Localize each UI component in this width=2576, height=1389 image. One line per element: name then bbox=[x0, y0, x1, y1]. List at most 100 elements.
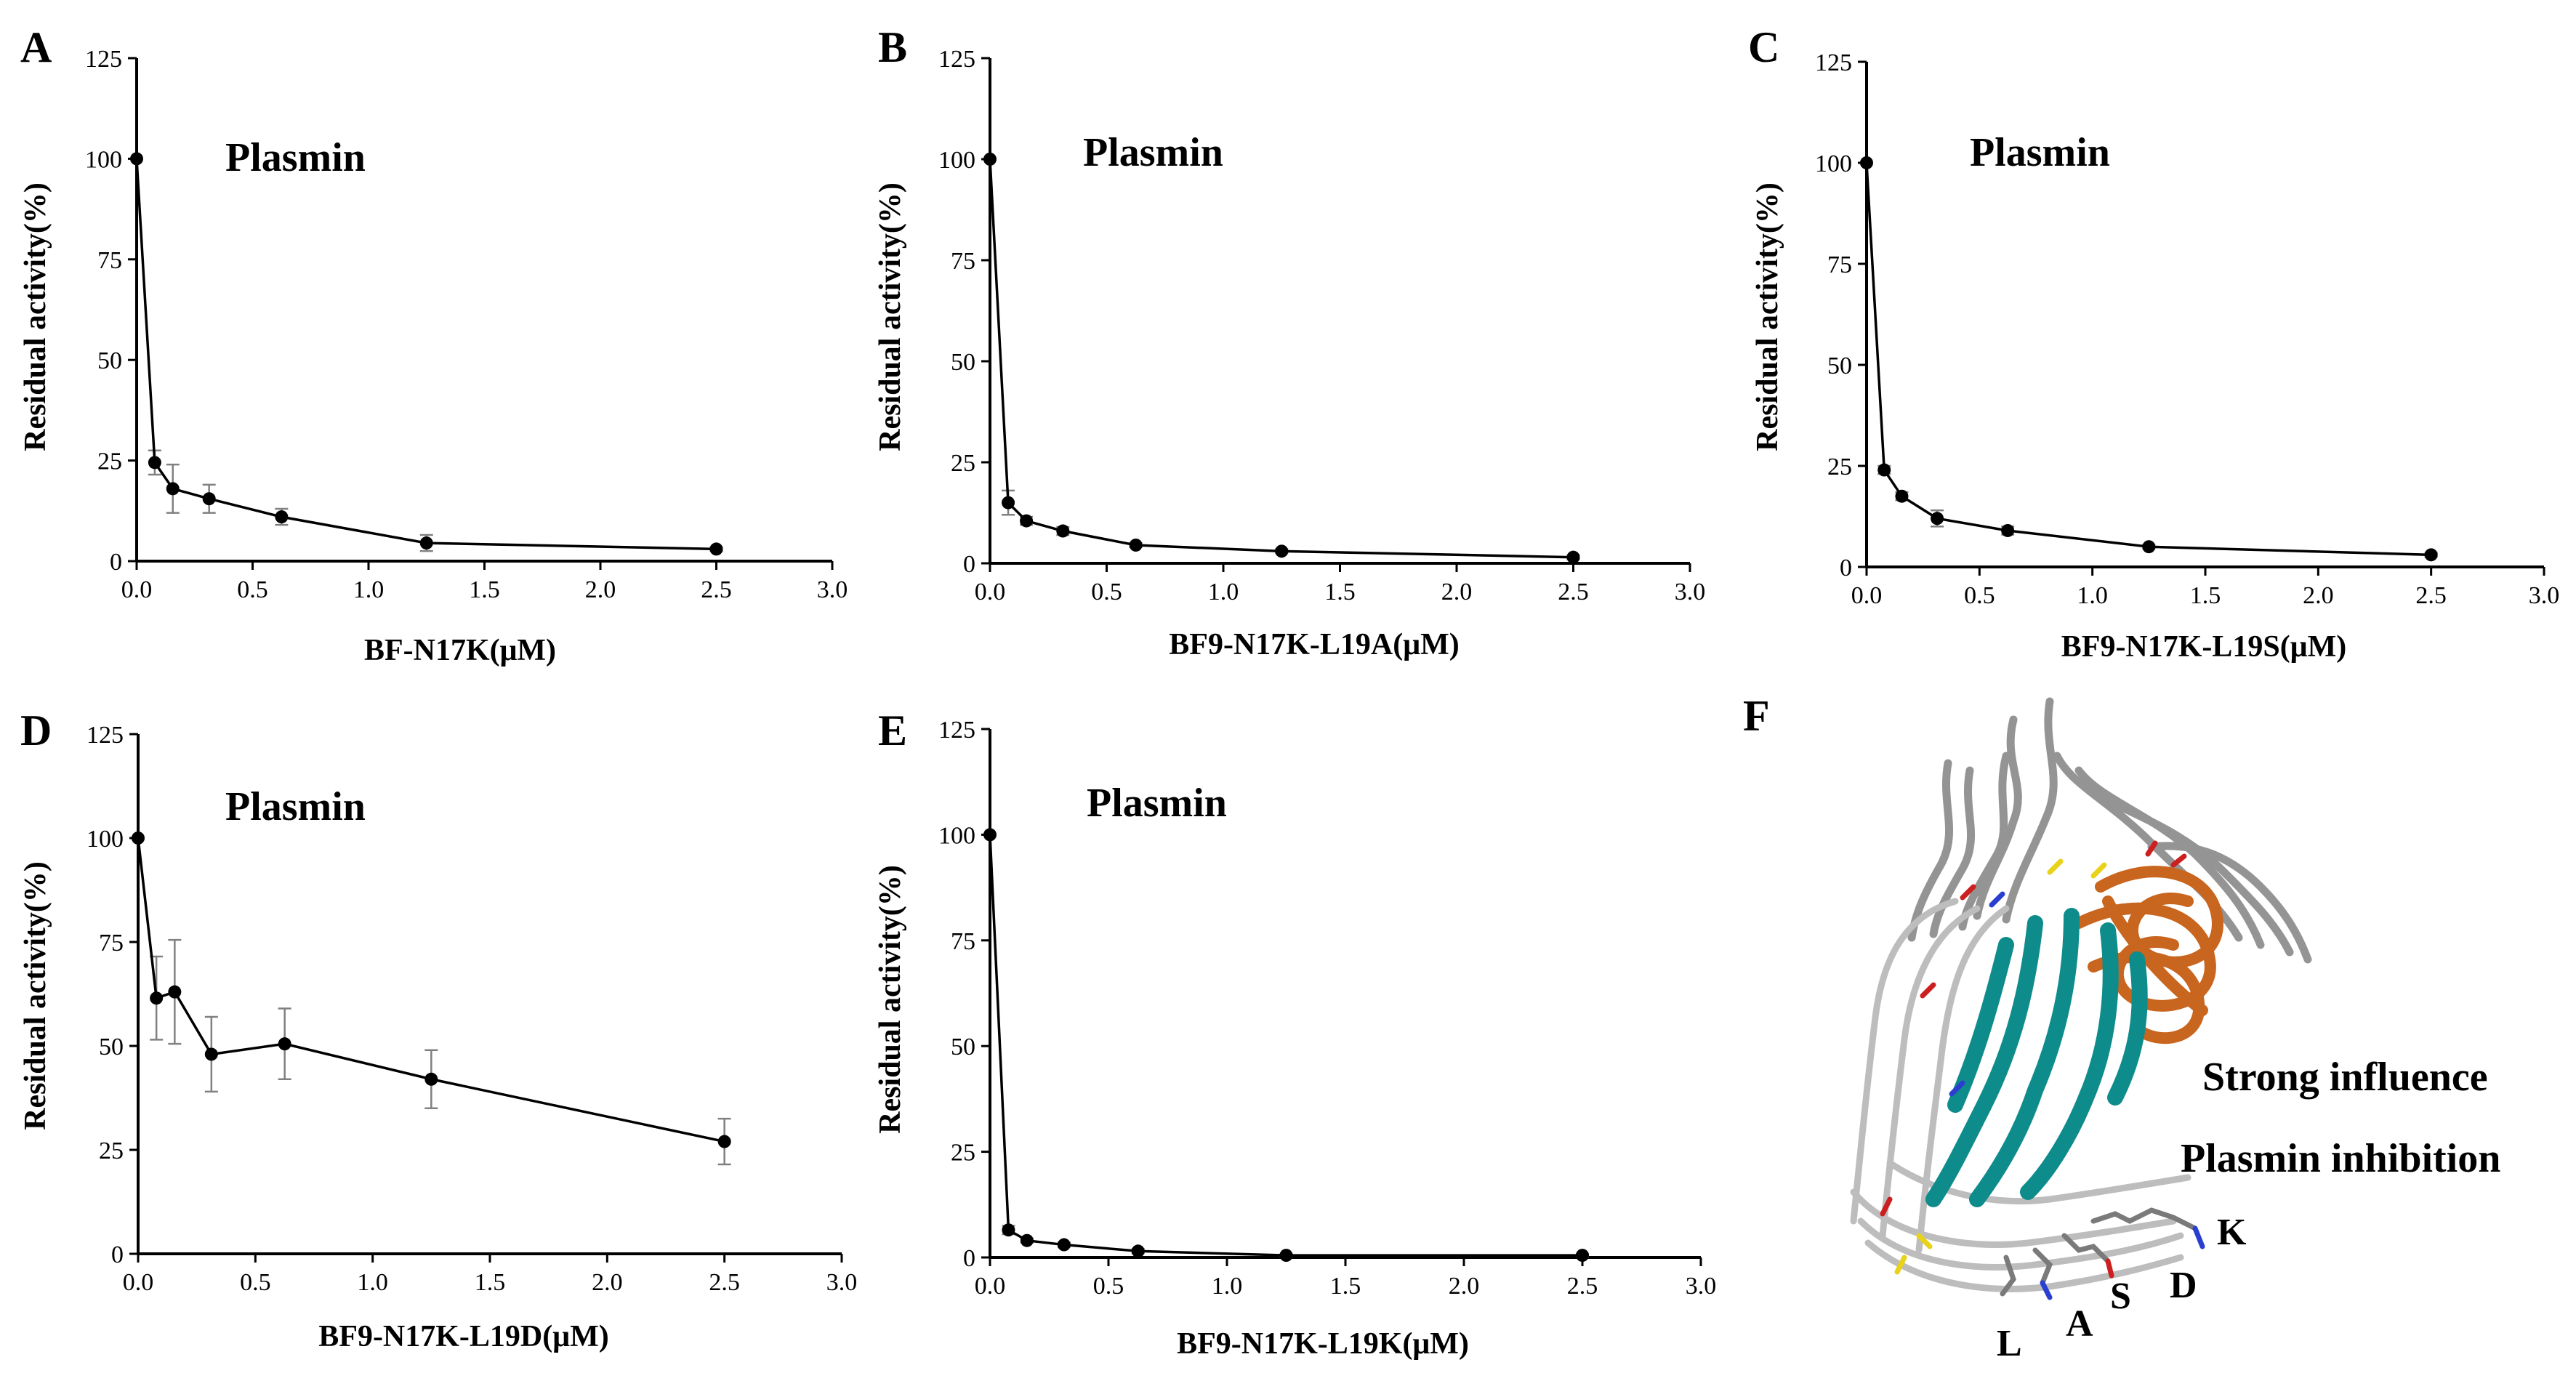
x-tick-label: 3.0 bbox=[817, 576, 848, 603]
x-tick-label: 0.0 bbox=[975, 1273, 1006, 1300]
panel-letter: A bbox=[20, 23, 52, 71]
x-tick-label: 1.0 bbox=[2077, 582, 2108, 609]
y-tick-label: 100 bbox=[938, 147, 975, 174]
x-tick-label: 2.0 bbox=[592, 1269, 623, 1296]
series bbox=[983, 153, 1580, 564]
x-tick-label: 0.0 bbox=[1851, 582, 1883, 609]
panel-e: E Plasmin BF9-N17K-L19K(μM) Residual act… bbox=[874, 706, 1716, 1361]
y-tick-label: 75 bbox=[97, 247, 122, 274]
data-point bbox=[150, 991, 164, 1005]
data-point bbox=[1931, 512, 1944, 526]
data-point bbox=[1056, 524, 1070, 538]
panel-letter: D bbox=[20, 706, 52, 754]
x-tick-label: 0.0 bbox=[123, 1269, 154, 1296]
data-point bbox=[1020, 1233, 1034, 1247]
series-line bbox=[135, 158, 717, 551]
data-point bbox=[130, 152, 143, 166]
x-tick-label: 0.5 bbox=[1091, 579, 1122, 605]
data-point bbox=[1002, 496, 1015, 510]
series bbox=[130, 152, 723, 556]
data-point bbox=[202, 492, 216, 506]
data-point bbox=[1877, 463, 1891, 477]
annotation-plasmin-inhibition: Plasmin inhibition bbox=[2181, 1136, 2500, 1181]
x-tick-label: 3.0 bbox=[2529, 582, 2560, 609]
series bbox=[1860, 156, 2438, 562]
data-point bbox=[148, 456, 161, 470]
x-tick-label: 2.0 bbox=[1441, 579, 1473, 605]
y-tick-label: 125 bbox=[86, 722, 124, 749]
axes: 0.0 0.5 1.0 1.5 2.0 2.5 3.0 0 25 50 75 100 125 bbox=[938, 46, 1705, 605]
residue-label-l: L bbox=[1997, 1323, 2022, 1364]
series bbox=[132, 832, 731, 1148]
annotation-strong-influence: Strong influence bbox=[2202, 1055, 2488, 1100]
x-axis-title: BF9-N17K-L19A(μM) bbox=[1169, 628, 1459, 661]
x-axis-title: BF-N17K(μM) bbox=[364, 634, 556, 667]
data-point bbox=[983, 828, 997, 842]
data-point bbox=[168, 985, 182, 999]
y-tick-label: 50 bbox=[97, 347, 122, 374]
y-tick-label: 0 bbox=[110, 549, 122, 576]
x-tick-label: 1.0 bbox=[1208, 579, 1239, 605]
y-tick-label: 25 bbox=[951, 1140, 975, 1167]
panel-a: A Plasmin BF-N17K(μM) Residual activity(… bbox=[19, 23, 848, 667]
y-tick-label: 125 bbox=[938, 46, 975, 73]
error-bars bbox=[1002, 489, 1580, 560]
axes: 0.0 0.5 1.0 1.5 2.0 2.5 3.0 0 25 50 75 100 125 bbox=[938, 717, 1716, 1300]
data-point bbox=[2142, 540, 2156, 554]
axes: 0.0 0.5 1.0 1.5 2.0 2.5 3.0 0 25 50 75 100 125 bbox=[85, 46, 848, 603]
y-axis-title: Residual activity(%) bbox=[874, 865, 907, 1134]
data-point bbox=[1275, 544, 1289, 558]
data-point bbox=[1895, 489, 1909, 503]
data-point bbox=[166, 482, 180, 496]
series-line bbox=[989, 834, 1582, 1257]
data-point bbox=[2001, 523, 2015, 537]
panel-letter: E bbox=[878, 706, 907, 754]
error-bars bbox=[1877, 464, 2438, 558]
panel-f: F bbox=[1743, 692, 2500, 1364]
x-axis-title: BF9-N17K-L19D(μM) bbox=[318, 1320, 608, 1353]
x-tick-label: 2.5 bbox=[2415, 582, 2447, 609]
data-point bbox=[1860, 156, 1873, 169]
y-tick-label: 25 bbox=[99, 1138, 124, 1164]
y-tick-label: 0 bbox=[111, 1241, 124, 1268]
chart-title: Plasmin bbox=[225, 135, 366, 180]
y-axis-title: Residual activity(%) bbox=[1751, 182, 1784, 451]
data-point bbox=[1566, 550, 1580, 564]
data-point bbox=[1576, 1249, 1589, 1263]
residue-label-s: S bbox=[2110, 1276, 2131, 1317]
panel-letter: F bbox=[1743, 692, 1770, 740]
protein-structure-illustration bbox=[1850, 697, 2312, 1300]
x-axis-title: BF9-N17K-L19K(μM) bbox=[1177, 1327, 1469, 1361]
residue-label-a: A bbox=[2066, 1303, 2093, 1345]
axes: 0.0 0.5 1.0 1.5 2.0 2.5 3.0 0 25 50 75 100 125 bbox=[1815, 49, 2559, 609]
x-tick-label: 1.0 bbox=[353, 576, 385, 603]
y-tick-label: 75 bbox=[951, 248, 975, 275]
x-tick-label: 1.0 bbox=[1212, 1273, 1243, 1300]
y-axis-title: Residual activity(%) bbox=[874, 182, 907, 451]
x-tick-label: 1.5 bbox=[2190, 582, 2221, 609]
teal-sheets bbox=[1925, 908, 2148, 1207]
x-tick-label: 2.5 bbox=[709, 1269, 740, 1296]
data-point bbox=[419, 536, 433, 550]
orange-helix bbox=[2073, 866, 2223, 1044]
chart-title: Plasmin bbox=[225, 784, 366, 829]
y-tick-label: 0 bbox=[963, 1245, 975, 1272]
residue-label-k: K bbox=[2217, 1212, 2247, 1253]
series bbox=[983, 828, 1589, 1263]
data-point bbox=[204, 1047, 218, 1061]
data-point bbox=[1002, 1223, 1015, 1237]
y-tick-label: 100 bbox=[1815, 150, 1852, 177]
x-axis-title: BF9-N17K-L19S(μM) bbox=[2061, 630, 2346, 664]
y-tick-label: 25 bbox=[951, 450, 975, 477]
y-tick-label: 25 bbox=[97, 448, 122, 475]
series-line bbox=[989, 158, 1574, 559]
x-tick-label: 0.5 bbox=[240, 1269, 271, 1296]
y-tick-label: 50 bbox=[951, 349, 975, 376]
y-tick-label: 75 bbox=[99, 930, 124, 957]
chart-title: Plasmin bbox=[1083, 130, 1223, 175]
x-tick-label: 1.5 bbox=[1324, 579, 1356, 605]
y-tick-label: 75 bbox=[951, 928, 975, 955]
y-tick-label: 50 bbox=[1827, 353, 1852, 379]
data-point bbox=[278, 1037, 291, 1051]
